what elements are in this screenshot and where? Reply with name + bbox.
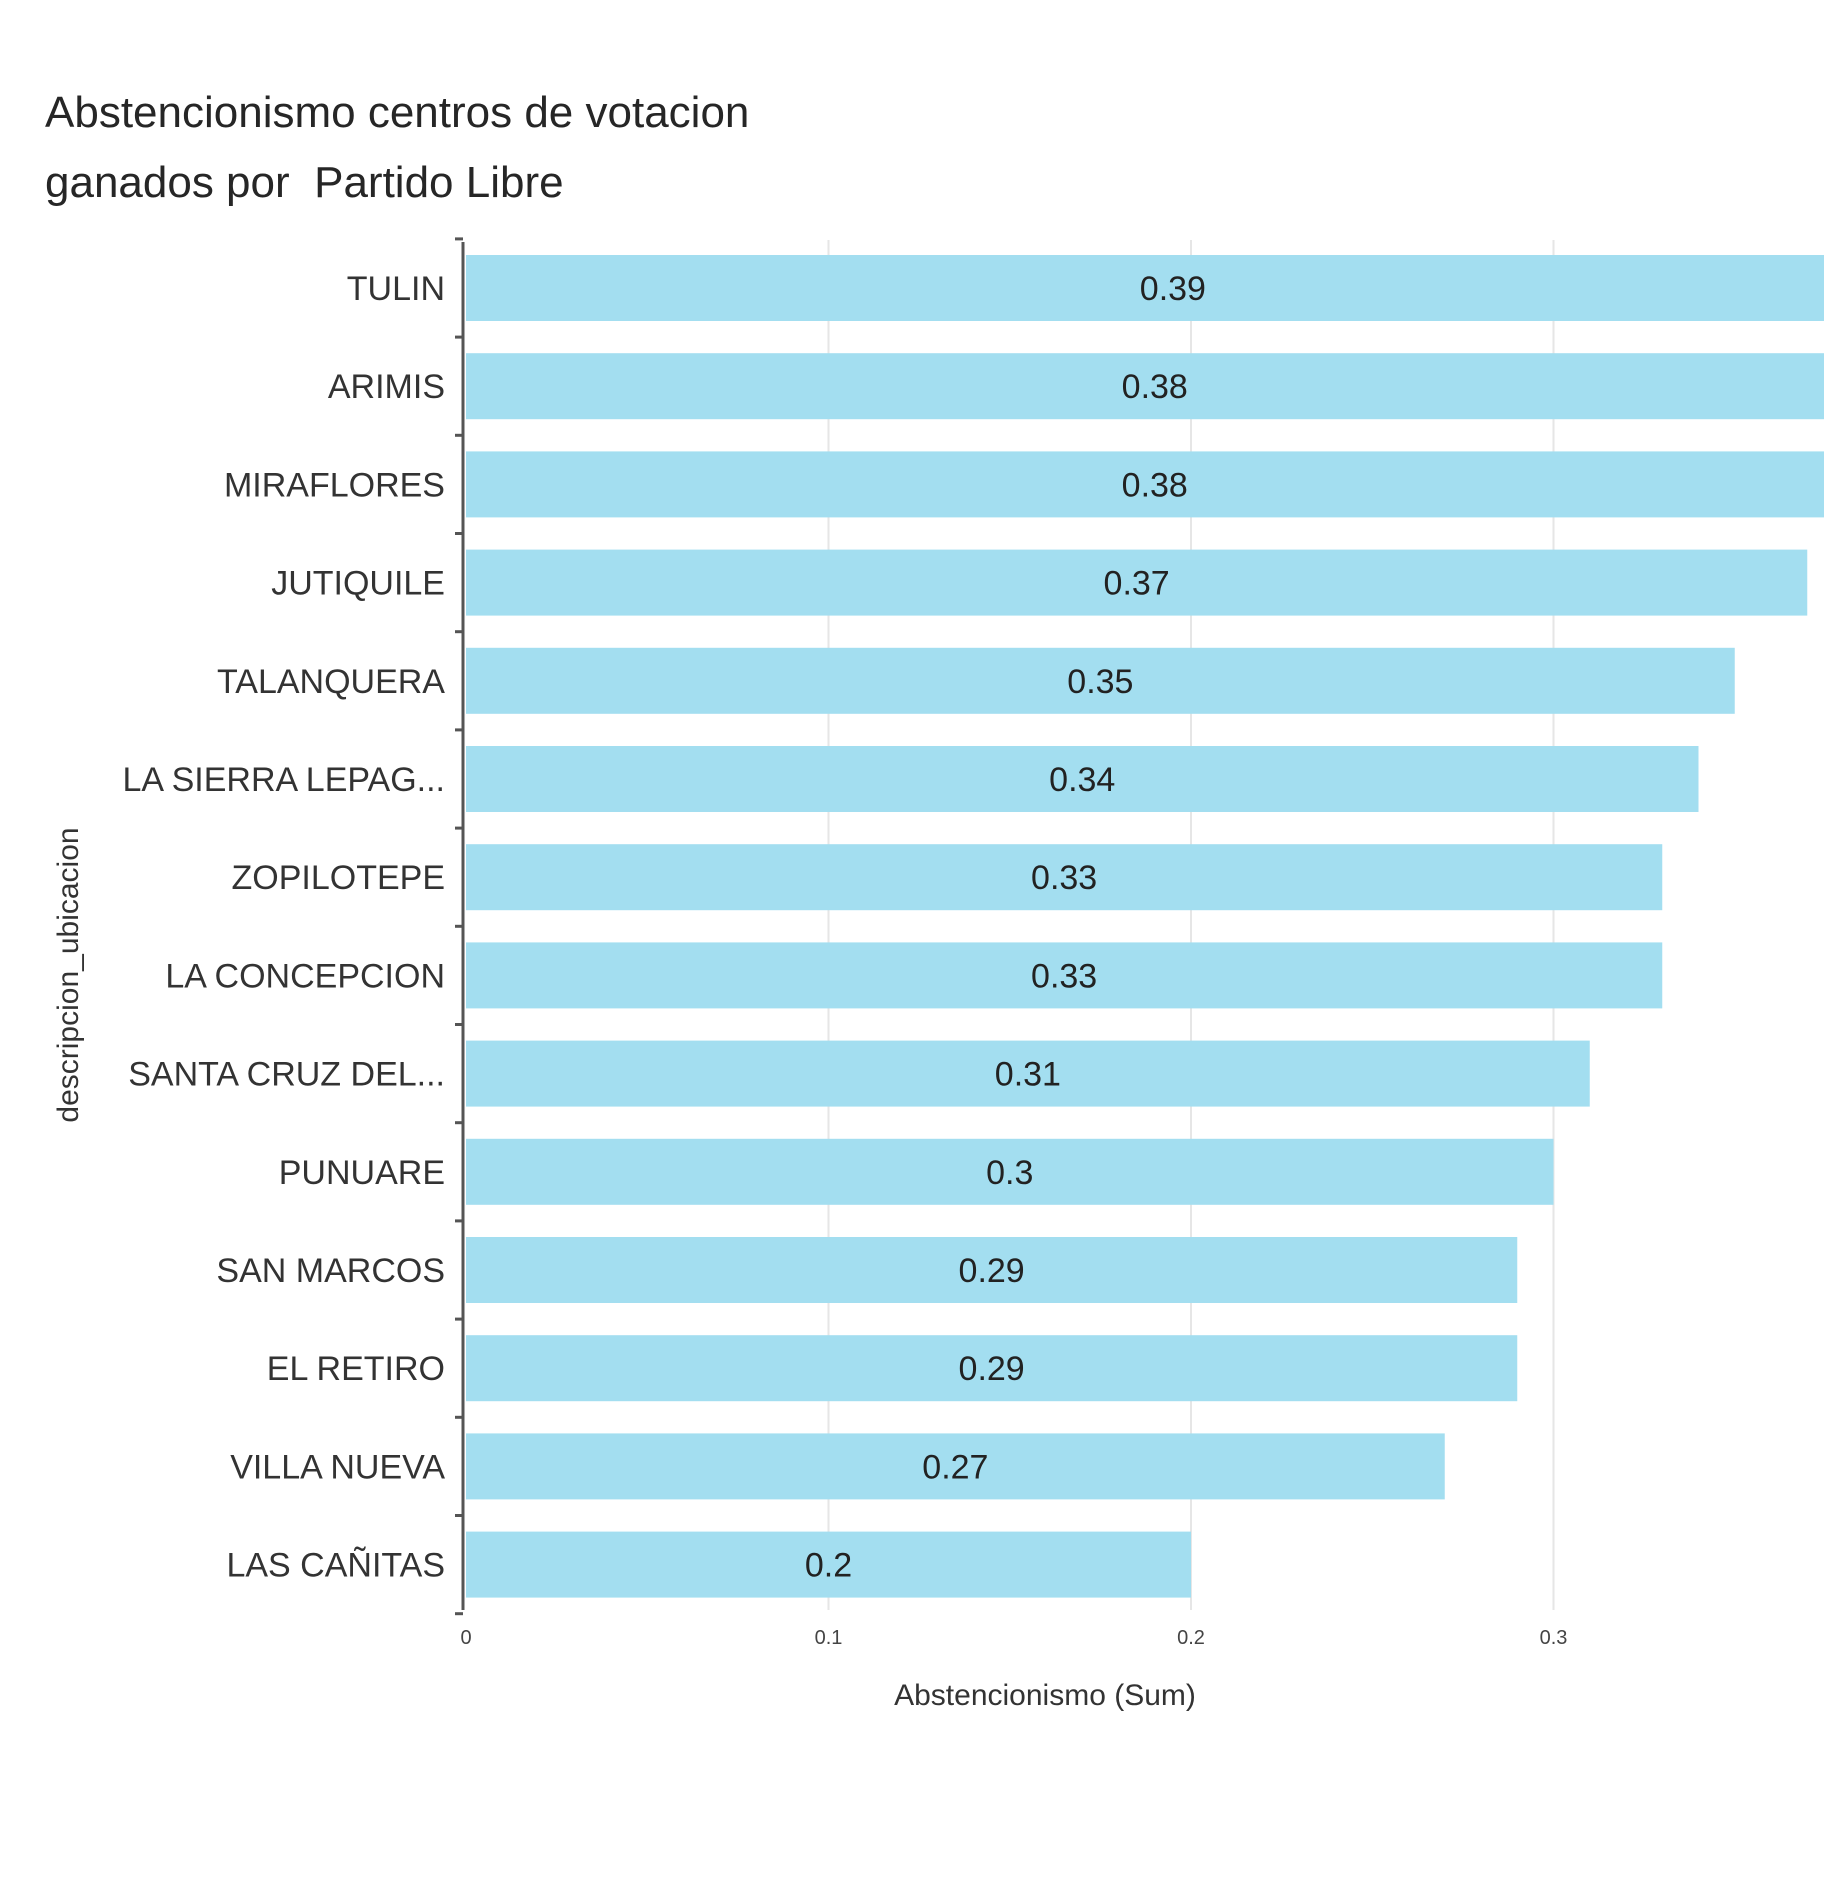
category-label: ARIMIS xyxy=(328,368,445,406)
gridlines xyxy=(827,240,1555,1610)
category-label: LAS CAÑITAS xyxy=(226,1547,445,1585)
bar xyxy=(466,746,1699,812)
y-axis-title: descripcion_ubicacion xyxy=(52,827,85,1122)
category-label: TULIN xyxy=(347,270,445,308)
x-tick-label: 0.2 xyxy=(1177,1627,1205,1649)
bar xyxy=(466,549,1808,616)
value-label: 0.2 xyxy=(805,1547,852,1585)
bar xyxy=(466,1531,1191,1598)
x-tick-label: 0.1 xyxy=(815,1627,843,1649)
bar xyxy=(466,1335,1518,1402)
value-label: 0.33 xyxy=(1031,957,1097,995)
category-label: PUNUARE xyxy=(279,1154,445,1192)
value-label: 0.3 xyxy=(986,1154,1033,1192)
bar xyxy=(466,255,1824,321)
category-label: SAN MARCOS xyxy=(216,1252,445,1290)
value-label: 0.33 xyxy=(1031,859,1097,897)
category-label: MIRAFLORES xyxy=(224,466,445,504)
value-label: 0.38 xyxy=(1122,466,1188,504)
category-label: EL RETIRO xyxy=(267,1350,445,1388)
category-label: TALANQUERA xyxy=(217,663,445,701)
category-label: JUTIQUILE xyxy=(271,565,445,603)
value-label: 0.29 xyxy=(959,1350,1025,1388)
x-tick-label: 0.3 xyxy=(1540,1627,1568,1649)
value-label: 0.39 xyxy=(1140,270,1206,308)
value-label: 0.38 xyxy=(1122,368,1188,406)
category-label: LA CONCEPCION xyxy=(165,957,445,995)
category-label: ZOPILOTEPE xyxy=(232,859,446,897)
bar xyxy=(466,1433,1445,1500)
value-label: 0.27 xyxy=(922,1448,988,1486)
bars: 0.39 0.38 0.38 0.37 0.35 0.34 0.33 0.33 0.31 0.3 0… xyxy=(466,255,1824,1598)
chart-title-line2: ganados por Partido Libre xyxy=(45,158,564,207)
category-label: SANTA CRUZ DEL... xyxy=(128,1056,445,1094)
value-label: 0.29 xyxy=(959,1252,1025,1290)
bar xyxy=(466,451,1824,518)
bar xyxy=(466,353,1824,420)
bar xyxy=(466,1138,1554,1205)
bar xyxy=(466,647,1735,714)
bar xyxy=(466,844,1663,911)
x-axis-title: Abstencionismo (Sum) xyxy=(894,1679,1196,1712)
bar xyxy=(466,942,1663,1009)
value-label: 0.31 xyxy=(995,1056,1061,1094)
category-label: VILLA NUEVA xyxy=(230,1448,445,1486)
value-label: 0.37 xyxy=(1104,565,1170,603)
bar xyxy=(466,1040,1590,1107)
category-label: LA SIERRA LEPAG... xyxy=(122,761,445,799)
chart-title-line1: Abstencionismo centros de votacion xyxy=(45,88,749,137)
axes: 0 0.1 0.2 0.3 TULIN ARIMIS MIRAFLORES JUTIQUILE… xyxy=(122,237,1568,1649)
bar xyxy=(466,1237,1518,1303)
value-label: 0.34 xyxy=(1049,761,1115,799)
x-tick-label: 0 xyxy=(460,1627,471,1649)
value-label: 0.35 xyxy=(1067,663,1133,701)
